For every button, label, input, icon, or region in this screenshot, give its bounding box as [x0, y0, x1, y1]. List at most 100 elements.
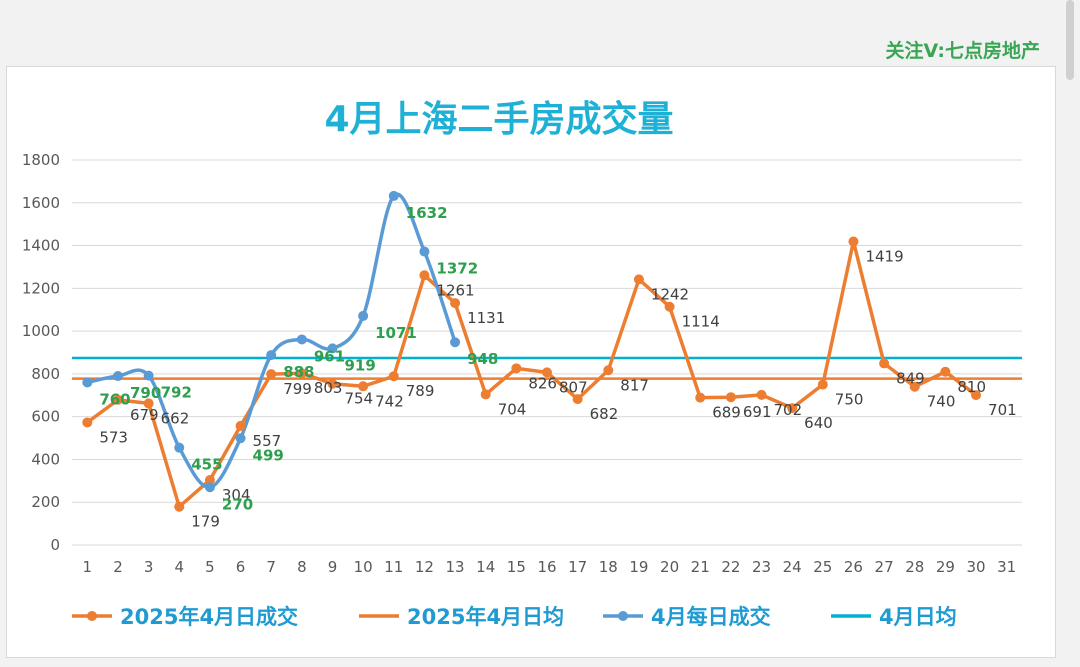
scrollbar[interactable] [1066, 0, 1074, 80]
x-tick-label: 16 [537, 558, 556, 576]
data-label-2025-daily: 817 [620, 376, 649, 394]
y-tick-label: 800 [31, 365, 60, 383]
data-point-2025-daily [542, 367, 552, 378]
data-label-2025-daily: 691 [743, 403, 772, 421]
data-label-2025-daily: 689 [712, 404, 741, 422]
data-label-april-daily: 270 [222, 495, 253, 513]
data-points [82, 190, 982, 512]
legend-item-april-avg: 4月日均 [831, 605, 957, 629]
data-point-april-daily [204, 482, 215, 493]
data-label-2025-daily: 682 [590, 405, 619, 423]
data-point-2025-daily [817, 379, 828, 390]
data-point-april-daily [174, 442, 185, 453]
data-point-april-daily [112, 371, 123, 382]
x-tick-label: 25 [813, 558, 832, 576]
data-label-2025-daily: 573 [99, 428, 128, 446]
data-point-2025-daily [235, 420, 246, 431]
data-label-2025-daily: 1114 [682, 313, 720, 331]
x-tick-label: 6 [236, 558, 246, 576]
data-label-2025-daily: 304 [222, 486, 251, 504]
x-axis: 1 2 3 4 5 6 7 8 9 10 11 12 13 14 15 16 17 18 19 20 21 22 23 24 2… [83, 558, 1017, 576]
data-label-2025-daily: 679 [130, 406, 159, 424]
x-tick-label: 15 [507, 558, 526, 576]
data-point-april-daily [358, 310, 369, 321]
y-tick-label: 200 [31, 493, 60, 511]
data-point-2025-daily [725, 392, 736, 403]
data-point-april-daily [419, 246, 430, 257]
data-point-april-daily [296, 334, 307, 345]
data-label-2025-daily: 810 [957, 378, 986, 396]
line-chart: 4月上海二手房成交量 0 200 400 600 800 1000 1200 1400 1600… [22, 98, 1022, 629]
x-tick-label: 10 [354, 558, 373, 576]
legend-item-2025-avg: 2025年4月日均 [359, 605, 564, 629]
legend-item-2025-daily: 2025年4月日成交 [72, 605, 298, 629]
y-tick-label: 1000 [22, 322, 60, 340]
data-point-2025-daily [450, 298, 461, 309]
x-tick-label: 23 [752, 558, 771, 576]
x-tick-label: 11 [384, 558, 403, 576]
data-label-2025-daily: 1131 [467, 309, 505, 327]
x-tick-label: 19 [629, 558, 648, 576]
data-label-april-daily: 455 [191, 456, 222, 474]
data-point-2025-daily [327, 378, 338, 389]
data-point-april-daily [388, 190, 399, 201]
y-tick-label: 1400 [22, 237, 60, 255]
data-point-2025-daily [940, 366, 951, 377]
x-tick-label: 4 [174, 558, 184, 576]
legend-swatch-marker [618, 611, 628, 621]
x-tick-label: 20 [660, 558, 679, 576]
data-point-2025-daily [695, 392, 706, 403]
data-label-april-daily: 888 [283, 363, 314, 381]
x-tick-label: 12 [415, 558, 434, 576]
data-point-april-daily [266, 350, 277, 361]
legend-label: 4月每日成交 [651, 605, 771, 629]
data-label-april-daily: 499 [253, 446, 284, 464]
x-tick-label: 1 [83, 558, 93, 576]
data-label-2025-daily: 799 [283, 380, 312, 398]
legend-label: 4月日均 [879, 605, 957, 629]
legend-label: 2025年4月日成交 [120, 605, 298, 629]
data-label-2025-daily: 701 [988, 401, 1017, 419]
data-label-2025-daily: 807 [559, 378, 588, 396]
data-point-2025-daily [971, 390, 982, 401]
x-tick-label: 3 [144, 558, 154, 576]
data-label-april-daily: 760 [99, 390, 130, 408]
data-label-april-daily: 919 [344, 356, 375, 374]
data-label-2025-daily: 826 [528, 374, 557, 392]
x-tick-label: 26 [844, 558, 863, 576]
legend: 2025年4月日成交 2025年4月日均 4月每日成交 4月日均 [72, 605, 957, 629]
y-tick-label: 1600 [22, 194, 60, 212]
data-point-2025-daily [603, 365, 614, 376]
data-point-2025-daily [787, 403, 798, 414]
data-label-2025-daily: 1261 [436, 281, 474, 299]
x-tick-label: 9 [328, 558, 338, 576]
average-lines [72, 356, 1022, 380]
y-tick-label: 1800 [22, 151, 60, 169]
data-label-april-daily: 961 [314, 347, 345, 365]
x-tick-label: 28 [905, 558, 924, 576]
data-label-2025-daily: 702 [774, 401, 803, 419]
data-point-2025-daily [358, 381, 369, 392]
x-tick-label: 21 [691, 558, 710, 576]
data-point-2025-daily [511, 363, 522, 374]
data-point-2025-daily [848, 236, 859, 247]
chart-title: 4月上海二手房成交量 [324, 98, 673, 140]
data-point-april-daily [450, 337, 461, 348]
data-point-2025-daily [266, 369, 277, 380]
y-tick-label: 400 [31, 450, 60, 468]
data-point-2025-daily [296, 368, 307, 379]
data-point-2025-daily [82, 417, 93, 428]
data-point-2025-daily [419, 270, 430, 281]
data-point-2025-daily [633, 274, 644, 285]
data-label-2025-daily: 849 [896, 369, 925, 387]
data-label-2025-daily: 662 [161, 409, 190, 427]
x-tick-label: 8 [297, 558, 307, 576]
data-point-april-daily [143, 370, 154, 381]
y-tick-label: 1200 [22, 279, 60, 297]
data-point-2025-daily [879, 358, 890, 369]
x-tick-label: 2 [113, 558, 123, 576]
x-tick-label: 24 [783, 558, 802, 576]
data-point-april-daily [327, 343, 338, 354]
data-point-april-daily [82, 377, 93, 388]
x-tick-label: 5 [205, 558, 215, 576]
